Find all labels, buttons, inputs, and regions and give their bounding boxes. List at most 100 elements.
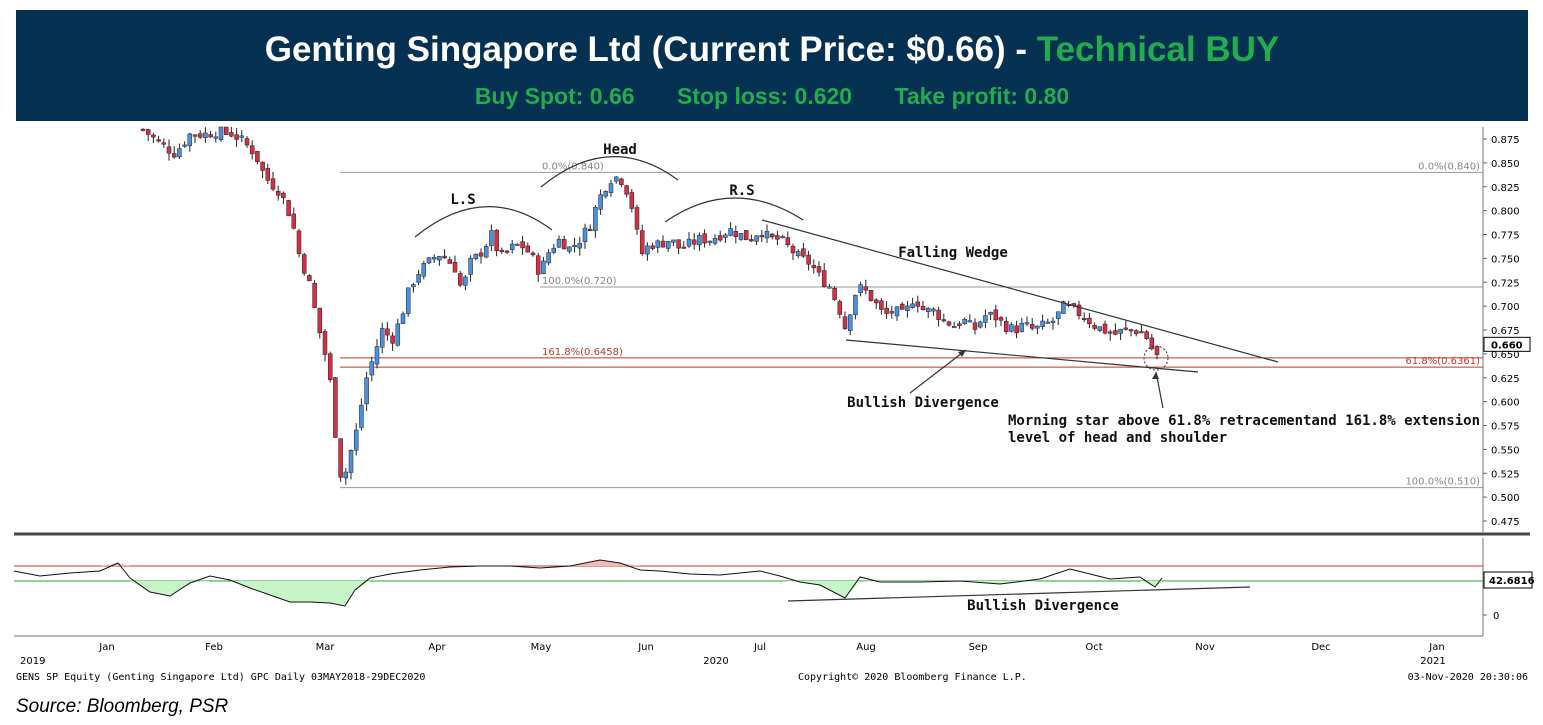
candle-body xyxy=(769,233,775,238)
x-month-label: May xyxy=(531,642,552,653)
rsi-divergence-label: Bullish Divergence xyxy=(967,598,1119,614)
candle-body xyxy=(993,309,999,321)
candle-body xyxy=(1128,329,1134,332)
candle-body xyxy=(161,142,167,145)
x-month-label: Dec xyxy=(1311,642,1330,653)
candle-body xyxy=(884,307,889,314)
candle-body xyxy=(795,251,801,257)
candle-body xyxy=(1123,327,1129,330)
candle-body xyxy=(1149,337,1155,350)
x-month-label: Nov xyxy=(1195,642,1215,653)
price-tick-label: 0.650 xyxy=(1491,350,1520,361)
candle-body xyxy=(1045,321,1051,324)
candle-body xyxy=(1097,326,1103,331)
candle-body xyxy=(530,252,536,256)
candle-body xyxy=(452,261,458,273)
candle-body xyxy=(858,284,863,293)
candle-body xyxy=(520,241,525,249)
candle-body xyxy=(567,246,572,252)
candle-body xyxy=(593,207,598,231)
falling-wedge-label: Falling Wedge xyxy=(898,245,1008,261)
candle-body xyxy=(613,176,619,182)
rsi-line xyxy=(13,559,1163,607)
candle-body xyxy=(754,235,759,242)
candle-body xyxy=(806,254,811,265)
candle-body xyxy=(977,321,983,328)
rsi-oversold-fill xyxy=(14,581,1162,606)
candle-body xyxy=(988,312,993,315)
candle-body xyxy=(681,246,687,249)
candle-body xyxy=(327,353,333,381)
candle-body xyxy=(301,254,307,274)
candle-body xyxy=(338,438,343,478)
candle-body xyxy=(416,274,421,283)
level-label-left: 161.8%(0.6458) xyxy=(542,347,623,358)
candle-body xyxy=(759,235,765,238)
candle-body xyxy=(946,321,952,326)
level-label-right: 100.0%(0.510) xyxy=(1405,477,1480,488)
candle-body xyxy=(1029,324,1035,329)
candle-body xyxy=(775,235,780,240)
stop-loss: Stop loss: 0.620 xyxy=(676,83,853,109)
candle-body xyxy=(847,314,853,331)
candle-body xyxy=(707,240,713,243)
candle-body xyxy=(837,301,843,315)
right-shoulder-label: R.S xyxy=(729,183,754,199)
candle-body xyxy=(1061,301,1066,314)
candle-body xyxy=(343,471,349,479)
candle-body xyxy=(556,238,562,248)
x-month-label: Sep xyxy=(969,642,988,653)
candle-body xyxy=(931,308,936,312)
candle-body xyxy=(920,305,926,311)
candle-body xyxy=(515,243,520,246)
current-price-tag xyxy=(1483,336,1531,352)
wedge-lower-line xyxy=(845,339,1199,373)
price-tick-label: 0.625 xyxy=(1491,374,1520,385)
candle-body xyxy=(1040,320,1045,327)
candle-body xyxy=(431,257,437,260)
candle-body xyxy=(723,234,728,238)
candle-body xyxy=(603,190,609,197)
candle-body xyxy=(281,192,286,199)
x-month-label: Oct xyxy=(1085,642,1102,653)
candle-body xyxy=(691,239,697,245)
divergence-arrow xyxy=(909,349,967,394)
candle-body xyxy=(743,230,749,241)
candle-body xyxy=(728,228,733,236)
candle-body xyxy=(650,245,655,249)
level-label-right: 0.0%(0.840) xyxy=(1418,161,1480,172)
candle-body xyxy=(223,126,229,135)
head-arc xyxy=(540,156,679,188)
rsi-overbought-fill xyxy=(14,560,1162,566)
candle-body xyxy=(827,286,832,289)
candle-body xyxy=(296,230,302,254)
candle-body xyxy=(863,286,869,291)
candle-body xyxy=(447,259,453,264)
candle-body xyxy=(244,138,250,146)
candle-body xyxy=(509,243,515,250)
candle-body xyxy=(145,129,151,135)
candle-body xyxy=(255,151,260,162)
current-price-label: 0.660 xyxy=(1491,340,1523,351)
price-tick-label: 0.550 xyxy=(1491,445,1520,456)
candle-body xyxy=(442,255,447,259)
candle-body xyxy=(941,319,947,322)
candle-body xyxy=(187,133,193,147)
candle-body xyxy=(275,190,281,196)
candle-body xyxy=(764,231,770,239)
price-tick-label: 0.600 xyxy=(1491,398,1520,409)
candle-body xyxy=(645,245,650,255)
candle-body xyxy=(359,404,364,428)
candle-body xyxy=(353,429,359,451)
candle-body xyxy=(1014,325,1019,334)
candle-body xyxy=(156,139,161,142)
price-tick-label: 0.725 xyxy=(1491,278,1520,289)
candle-body xyxy=(619,178,624,185)
candle-body xyxy=(910,303,915,308)
source-note: Source: Bloomberg, PSR xyxy=(16,696,229,717)
price-tick-label: 0.525 xyxy=(1491,469,1520,480)
candle-body xyxy=(322,331,328,355)
left-shoulder-label: L.S xyxy=(450,192,475,208)
candle-body xyxy=(697,235,702,246)
candle-body xyxy=(166,146,172,154)
